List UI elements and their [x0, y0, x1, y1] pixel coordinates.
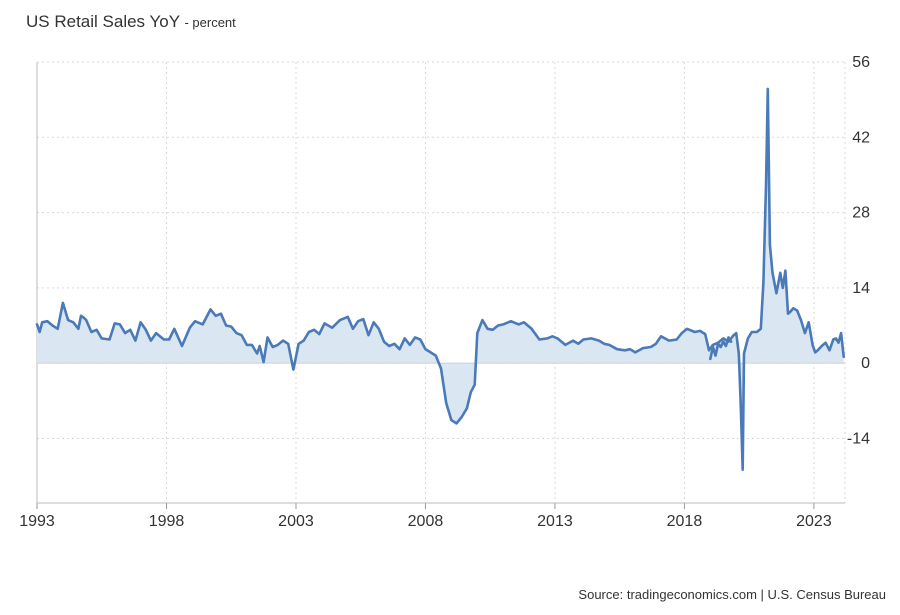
y-tick-label: 56 — [852, 54, 870, 71]
chart-title-text: US Retail Sales YoY — [26, 12, 180, 31]
source-note: Source: tradingeconomics.com | U.S. Cens… — [578, 587, 886, 602]
series-area — [37, 88, 844, 470]
x-tick-label: 2003 — [278, 513, 314, 530]
series-line — [709, 336, 733, 361]
y-tick-label: 14 — [852, 280, 870, 297]
y-tick-label: -14 — [847, 430, 870, 447]
x-tick-label: 1998 — [149, 513, 185, 530]
chart-unit: - percent — [184, 15, 236, 30]
series-line — [35, 87, 845, 471]
y-tick-label: 0 — [861, 355, 870, 372]
chart-title: US Retail Sales YoY - percent — [26, 12, 236, 32]
x-tick-label: 1993 — [19, 513, 55, 530]
x-tick-label: 2018 — [667, 513, 703, 530]
x-tick-label: 2023 — [796, 513, 832, 530]
x-tick-label: 2013 — [537, 513, 573, 530]
x-tick-label: 2008 — [408, 513, 444, 530]
y-tick-label: 28 — [852, 205, 870, 222]
y-tick-label: 42 — [852, 129, 870, 146]
